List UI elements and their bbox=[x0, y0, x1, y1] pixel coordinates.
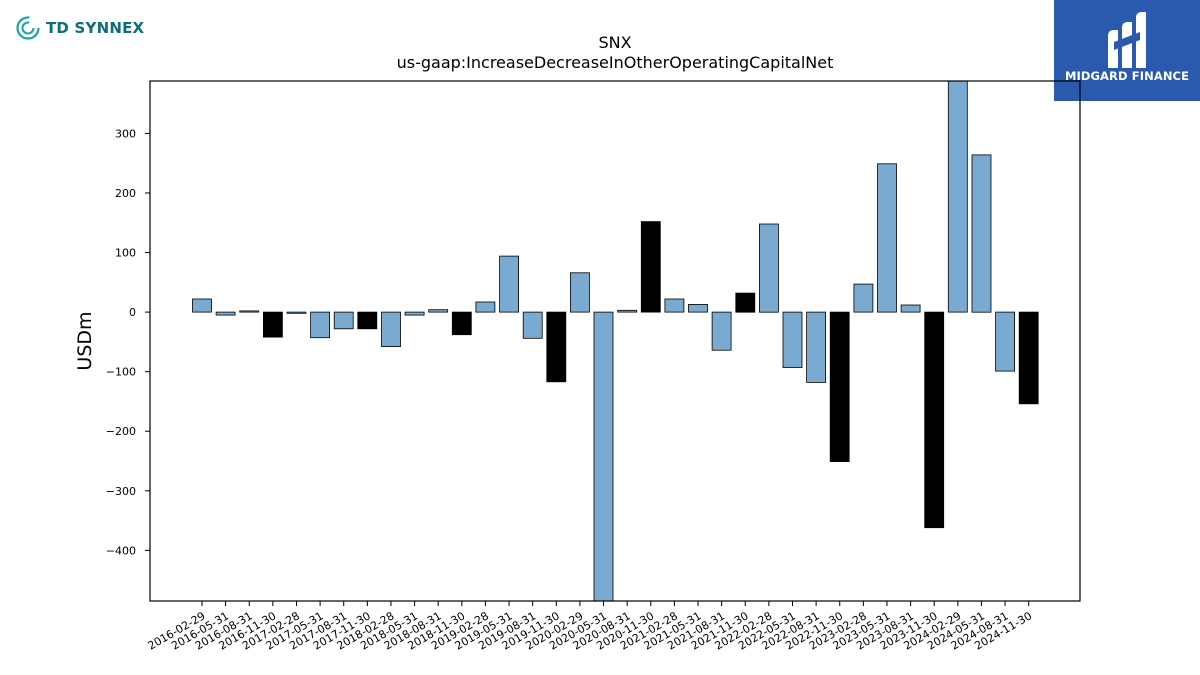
bar-2019-11-30 bbox=[546, 311, 567, 383]
bar-2019-05-31 bbox=[499, 255, 520, 313]
bar-2022-02-28 bbox=[759, 223, 779, 313]
y-tick-label: 0 bbox=[129, 306, 136, 319]
bar-2016-05-31 bbox=[215, 311, 236, 316]
bar-2024-08-31 bbox=[995, 311, 1015, 372]
bar-2022-11-30 bbox=[829, 311, 850, 463]
bar-2018-05-31 bbox=[404, 311, 425, 316]
bar-2021-11-30 bbox=[735, 292, 756, 313]
bar-2017-11-30 bbox=[357, 311, 378, 330]
midgard-finance-logo-icon bbox=[1108, 12, 1146, 68]
y-tick-label: −400 bbox=[106, 544, 136, 557]
plot-frame bbox=[149, 80, 1081, 602]
chart-subtitle: us-gaap:IncreaseDecreaseInOtherOperating… bbox=[397, 53, 834, 72]
bar-2016-08-31 bbox=[239, 310, 260, 313]
midgard-finance-logo-text: MIDGARD FINANCE bbox=[1064, 69, 1190, 83]
y-ticks-group: −400 −300 −200 −100 0 100 200 300 bbox=[106, 127, 150, 557]
bar-2019-08-31 bbox=[522, 311, 543, 339]
td-synnex-logo-icon bbox=[16, 16, 40, 40]
bar-2024-11-30 bbox=[1018, 311, 1039, 405]
td-synnex-logo: TD SYNNEX bbox=[16, 14, 144, 42]
bar-2016-11-30 bbox=[262, 311, 283, 338]
bar-2022-08-31 bbox=[806, 311, 826, 383]
bar-2023-02-28 bbox=[853, 283, 874, 313]
y-tick-label: 100 bbox=[115, 247, 136, 260]
x-ticks-group: 2016-02-292016-05-312016-08-312016-11-30… bbox=[146, 601, 1034, 653]
bar-2024-05-31 bbox=[971, 154, 992, 313]
bar-2020-11-30 bbox=[640, 221, 661, 313]
y-tick-label: −100 bbox=[106, 366, 136, 379]
bar-2018-11-30 bbox=[451, 311, 472, 336]
bar-2017-02-28 bbox=[286, 311, 307, 314]
bar-2018-08-31 bbox=[428, 309, 449, 313]
y-axis-label: USDm bbox=[74, 311, 96, 370]
bar-2019-02-28 bbox=[475, 301, 496, 313]
bar-2016-02-29 bbox=[192, 298, 212, 313]
bar-2020-02-29 bbox=[570, 272, 590, 313]
y-tick-label: 200 bbox=[115, 187, 136, 200]
bar-2024-02-29 bbox=[947, 80, 968, 313]
bar-2021-08-31 bbox=[711, 311, 732, 351]
bar-2021-05-31 bbox=[688, 303, 708, 313]
chart-title: SNX bbox=[598, 33, 631, 52]
bar-2020-05-31 bbox=[593, 311, 614, 602]
bar-2018-02-28 bbox=[381, 311, 401, 348]
y-tick-label: −300 bbox=[106, 485, 136, 498]
bar-2017-05-31 bbox=[310, 311, 331, 339]
bar-2023-05-31 bbox=[877, 163, 897, 313]
bar-2017-08-31 bbox=[333, 311, 354, 330]
bar-2023-08-31 bbox=[900, 304, 921, 313]
bar-2023-11-30 bbox=[924, 311, 945, 529]
midgard-finance-logo: MIDGARD FINANCE bbox=[1054, 0, 1200, 101]
bars-group bbox=[192, 80, 1039, 602]
td-synnex-logo-text: TD SYNNEX bbox=[46, 19, 145, 37]
bar-2020-08-31 bbox=[617, 309, 638, 313]
bar-2021-02-28 bbox=[664, 298, 685, 313]
y-tick-label: 300 bbox=[115, 127, 136, 140]
y-tick-label: −200 bbox=[106, 425, 136, 438]
bar-2022-05-31 bbox=[782, 311, 803, 368]
